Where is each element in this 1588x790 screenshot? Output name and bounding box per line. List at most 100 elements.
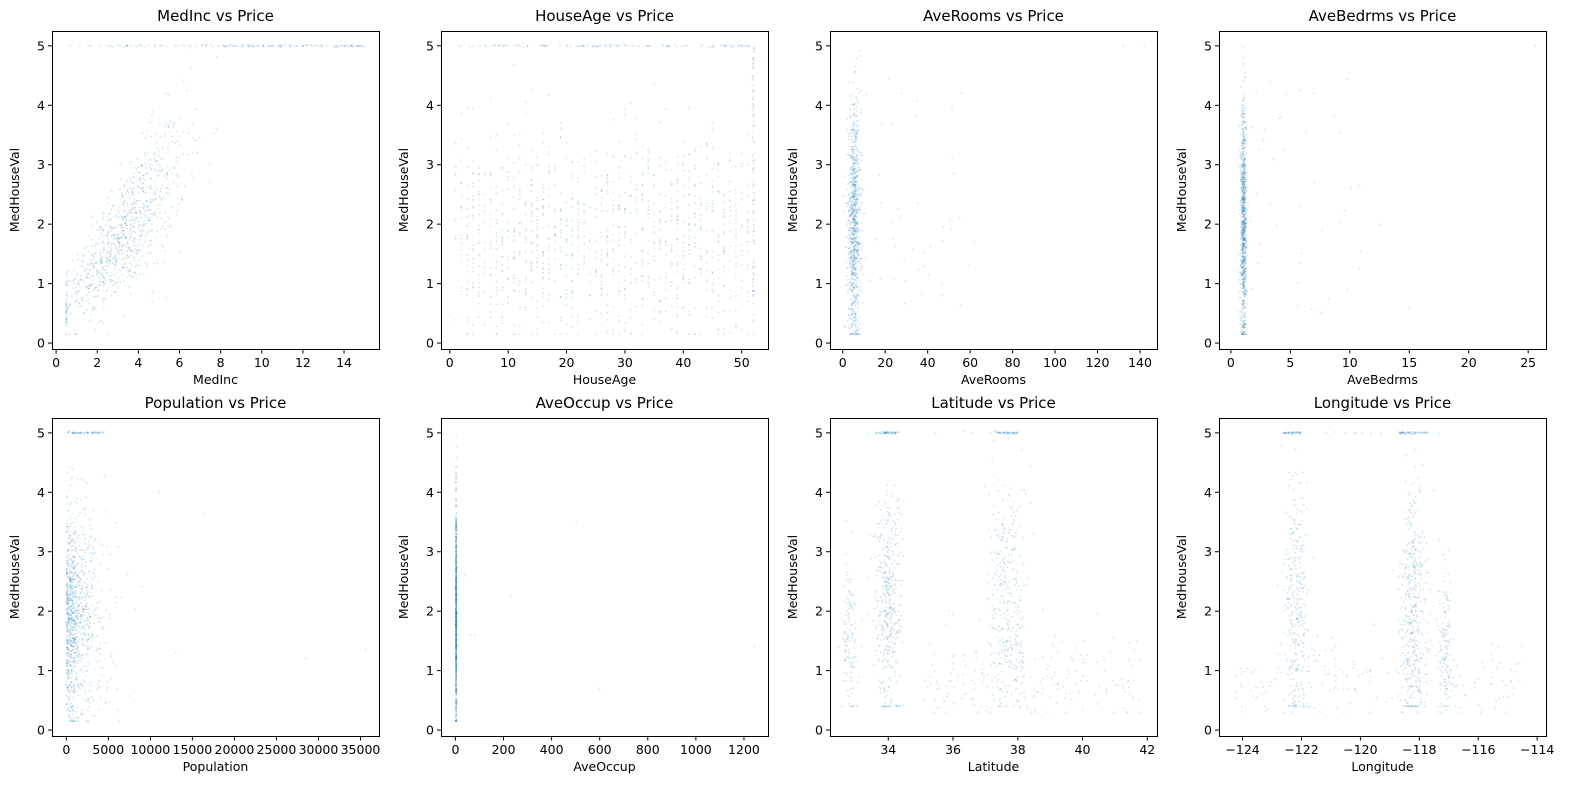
data-point <box>117 281 119 283</box>
data-point <box>165 174 168 176</box>
data-point <box>668 45 670 48</box>
data-point <box>122 263 125 266</box>
data-point <box>483 193 486 196</box>
data-point <box>1243 259 1245 262</box>
data-point <box>960 91 963 94</box>
data-point <box>1243 207 1246 209</box>
data-point <box>855 243 857 246</box>
data-point <box>118 216 121 219</box>
data-point <box>65 284 68 286</box>
data-point <box>711 210 714 213</box>
data-point <box>676 288 679 290</box>
data-point <box>92 636 95 639</box>
data-point <box>513 134 515 136</box>
data-point <box>96 607 99 609</box>
data-point <box>478 173 480 176</box>
data-point <box>855 332 858 335</box>
data-point <box>1243 291 1246 294</box>
data-point <box>81 299 83 302</box>
data-point <box>489 295 492 297</box>
data-point <box>109 260 111 262</box>
data-point <box>126 241 129 244</box>
x-axis-label: AveBedrms <box>1347 372 1418 387</box>
data-point <box>524 306 527 309</box>
data-point <box>159 190 162 193</box>
data-point <box>90 556 92 559</box>
data-point <box>117 285 119 288</box>
data-point <box>559 333 562 335</box>
data-point <box>853 171 856 174</box>
data-point <box>723 285 726 287</box>
data-point <box>169 131 172 134</box>
data-point <box>647 199 650 202</box>
data-point <box>100 227 103 230</box>
data-point <box>88 320 91 322</box>
data-point <box>501 244 504 246</box>
data-point <box>694 333 696 335</box>
data-point <box>513 256 515 259</box>
data-point <box>142 182 145 185</box>
data-point <box>647 159 650 161</box>
data-point <box>688 282 691 284</box>
data-point <box>571 198 574 201</box>
data-point <box>495 240 498 243</box>
data-point <box>571 161 574 164</box>
data-point <box>100 261 102 263</box>
data-point <box>85 275 88 278</box>
data-point <box>143 205 146 207</box>
data-point <box>664 108 667 111</box>
data-point <box>472 270 474 273</box>
data-point <box>187 132 190 135</box>
data-point <box>857 328 859 331</box>
data-point <box>855 125 858 128</box>
data-point <box>1242 326 1245 329</box>
data-point <box>571 296 574 299</box>
data-point <box>855 115 858 117</box>
data-point <box>85 619 88 622</box>
data-point <box>69 530 72 532</box>
data-point <box>688 238 691 240</box>
data-point <box>155 214 158 217</box>
data-point <box>161 225 164 228</box>
data-point <box>530 190 533 193</box>
data-point <box>138 209 141 212</box>
data-point <box>302 44 305 47</box>
data-point <box>600 273 603 276</box>
data-point <box>1244 323 1247 326</box>
data-point <box>109 224 112 227</box>
data-point <box>612 250 615 253</box>
data-point <box>536 208 539 211</box>
data-point <box>647 277 650 279</box>
data-point <box>753 112 755 115</box>
data-point <box>88 626 90 629</box>
data-point <box>86 263 88 265</box>
data-point <box>1243 183 1246 185</box>
data-point <box>81 713 84 716</box>
data-point <box>231 45 234 47</box>
data-point <box>178 144 181 147</box>
data-point <box>524 275 527 278</box>
data-point <box>853 162 856 165</box>
data-point <box>125 179 128 182</box>
data-point <box>751 137 754 140</box>
data-point <box>856 284 858 287</box>
data-point <box>536 199 539 202</box>
data-point <box>589 232 591 235</box>
x-tick-label: 50 <box>734 355 750 370</box>
data-point <box>127 255 130 258</box>
data-point <box>852 316 855 319</box>
data-point <box>250 44 253 47</box>
data-point <box>848 233 850 236</box>
data-point <box>699 271 702 274</box>
data-point <box>120 192 123 194</box>
data-point <box>513 282 515 284</box>
data-point <box>478 282 480 284</box>
data-point <box>606 192 609 195</box>
data-point <box>735 203 737 206</box>
data-point <box>717 259 720 261</box>
data-point <box>855 248 857 251</box>
data-point <box>1245 246 1247 249</box>
data-point <box>122 233 124 236</box>
data-point <box>850 304 853 307</box>
data-point <box>466 288 469 291</box>
